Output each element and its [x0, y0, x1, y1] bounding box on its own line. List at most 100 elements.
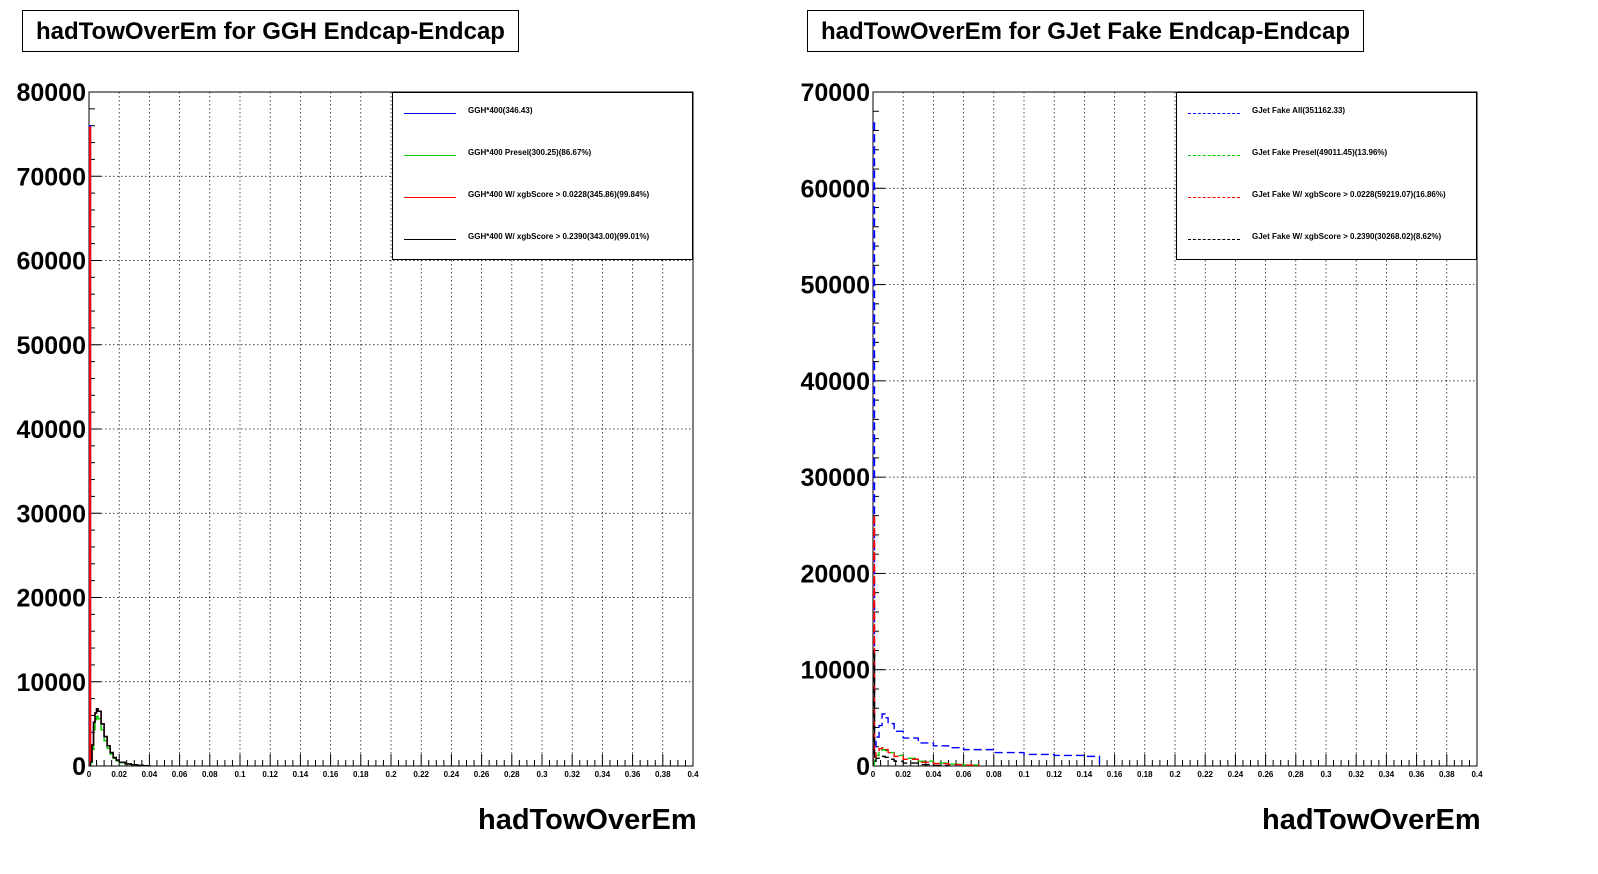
- x-tick-label: 0.3: [1320, 770, 1332, 779]
- y-tick-label: 10000: [800, 657, 870, 685]
- series-line: [89, 715, 151, 766]
- right-x-axis-title: hadTowOverEm: [1262, 804, 1481, 836]
- legend-entry: GJet Fake W/ xgbScore > 0.2390(30268.02)…: [1177, 229, 1476, 249]
- legend-label: GGH*400 W/ xgbScore > 0.2390(343.00)(99.…: [468, 232, 650, 241]
- legend-entry: GJet Fake W/ xgbScore > 0.0228(59219.07)…: [1177, 187, 1476, 207]
- x-tick-label: 0.28: [504, 770, 520, 779]
- legend-swatch: [404, 239, 456, 240]
- y-tick-label: 30000: [800, 464, 870, 492]
- legend-swatch: [1188, 113, 1240, 114]
- x-tick-label: 0.36: [625, 770, 641, 779]
- right-chart-title: hadTowOverEm for GJet Fake Endcap-Endcap: [807, 10, 1365, 52]
- x-tick-label: 0.14: [1077, 770, 1093, 779]
- x-tick-label: 0.26: [1258, 770, 1274, 779]
- series-line: [89, 125, 151, 766]
- series-line: [873, 649, 951, 766]
- x-tick-label: 0.38: [655, 770, 671, 779]
- right-chart-pad: 0 0.02 0.04 0.06 0.08 0.1 0.12 0.14 0.16 0.18 0.2 0…: [799, 0, 1598, 874]
- y-tick-label: 0: [72, 753, 86, 781]
- legend-label: GGH*400(346.43): [468, 106, 533, 115]
- right-chart-plot: 0 0.02 0.04 0.06 0.08 0.1 0.12 0.14 0.16 0.18 0.2 0…: [800, 79, 1483, 781]
- x-tick-label: 0: [871, 770, 876, 779]
- x-tick-label: 0.18: [1137, 770, 1153, 779]
- series-group: [873, 120, 1102, 766]
- legend-entry: GJet Fake All(351162.33): [1177, 103, 1476, 123]
- y-axis-ticks: [89, 91, 101, 767]
- x-tick-label: 0.4: [1471, 770, 1483, 779]
- left-chart-legend: GGH*400(346.43) GGH*400 Presel(300.25)(86…: [392, 92, 693, 260]
- x-tick-label: 0: [87, 770, 92, 779]
- legend-swatch: [1188, 239, 1240, 240]
- x-tick-label: 0.1: [234, 770, 246, 779]
- legend-entry: GJet Fake Presel(49011.45)(13.96%): [1177, 145, 1476, 165]
- x-axis-ticks: [88, 754, 694, 766]
- legend-swatch: [1188, 155, 1240, 156]
- legend-entry: GGH*400 W/ xgbScore > 0.0228(345.86)(99.…: [393, 187, 692, 207]
- legend-entry: GGH*400 Presel(300.25)(86.67%): [393, 145, 692, 165]
- left-x-axis-title: hadTowOverEm: [478, 804, 697, 836]
- left-chart-plot: 0 0.02 0.04 0.06 0.08 0.1 0.12 0.14 0.16 0.18 0.2 0…: [16, 79, 699, 781]
- x-tick-label: 0.24: [1228, 770, 1244, 779]
- y-tick-label: 70000: [800, 79, 870, 107]
- legend-swatch: [404, 113, 456, 114]
- x-tick-label: 0.22: [413, 770, 429, 779]
- x-tick-label: 0.26: [474, 770, 490, 779]
- series-line: [89, 126, 151, 766]
- y-tick-label: 50000: [800, 272, 870, 300]
- x-tick-label: 0.04: [142, 770, 158, 779]
- left-chart-pad: 0 0.02 0.04 0.06 0.08 0.1 0.12 0.14 0.16 0.18 0.2 0…: [16, 10, 699, 836]
- x-tick-label: 0.34: [595, 770, 611, 779]
- y-tick-label: 30000: [16, 500, 86, 528]
- x-tick-label: 0.38: [1439, 770, 1455, 779]
- legend-label: GGH*400 Presel(300.25)(86.67%): [468, 148, 592, 157]
- x-tick-label: 0.32: [1348, 770, 1364, 779]
- x-tick-label: 0.06: [172, 770, 188, 779]
- x-tick-label: 0.36: [1409, 770, 1425, 779]
- y-tick-label: 80000: [16, 79, 86, 107]
- x-tick-label: 0.28: [1288, 770, 1304, 779]
- legend-swatch: [404, 197, 456, 198]
- x-tick-label: 0.12: [1046, 770, 1062, 779]
- x-tick-label: 0.08: [986, 770, 1002, 779]
- x-tick-label: 0.06: [956, 770, 972, 779]
- x-tick-label: 0.32: [564, 770, 580, 779]
- legend-label: GJet Fake All(351162.33): [1252, 106, 1346, 115]
- x-tick-label: 0.16: [1107, 770, 1123, 779]
- x-tick-label: 0.04: [926, 770, 942, 779]
- y-tick-label: 60000: [800, 175, 870, 203]
- y-tick-label: 40000: [800, 368, 870, 396]
- right-chart-legend: GJet Fake All(351162.33) GJet Fake Presel…: [1176, 92, 1477, 260]
- x-tick-label: 0.18: [353, 770, 369, 779]
- x-tick-label: 0.24: [444, 770, 460, 779]
- x-tick-label: 0.08: [202, 770, 218, 779]
- x-tick-label: 0.02: [111, 770, 127, 779]
- series-group: [89, 125, 151, 766]
- legend-swatch: [1188, 197, 1240, 198]
- x-tick-label: 0.14: [293, 770, 309, 779]
- legend-swatch: [404, 155, 456, 156]
- legend-label: GGH*400 W/ xgbScore > 0.0228(345.86)(99.…: [468, 190, 650, 199]
- x-tick-label: 0.2: [385, 770, 397, 779]
- series-line: [873, 120, 1102, 766]
- legend-label: GJet Fake Presel(49011.45)(13.96%): [1252, 148, 1388, 157]
- x-tick-label: 0.4: [687, 770, 699, 779]
- y-tick-label: 70000: [16, 163, 86, 191]
- x-tick-label: 0.16: [323, 770, 339, 779]
- y-tick-label: 60000: [16, 248, 86, 276]
- x-tick-label: 0.02: [895, 770, 911, 779]
- legend-entry: GGH*400(346.43): [393, 103, 692, 123]
- y-tick-label: 40000: [16, 416, 86, 444]
- series-line: [873, 514, 981, 766]
- x-tick-label: 0.22: [1197, 770, 1213, 779]
- left-chart-title: hadTowOverEm for GGH Endcap-Endcap: [22, 10, 519, 52]
- x-tick-label: 0.3: [536, 770, 548, 779]
- y-tick-label: 20000: [16, 585, 86, 613]
- x-tick-label: 0.34: [1379, 770, 1395, 779]
- y-tick-label: 0: [856, 753, 870, 781]
- x-tick-label: 0.1: [1018, 770, 1030, 779]
- series-line: [89, 708, 151, 766]
- x-axis-ticks: [872, 754, 1478, 766]
- legend-label: GJet Fake W/ xgbScore > 0.0228(59219.07)…: [1252, 190, 1446, 199]
- y-tick-label: 10000: [16, 669, 86, 697]
- x-tick-label: 0.12: [262, 770, 278, 779]
